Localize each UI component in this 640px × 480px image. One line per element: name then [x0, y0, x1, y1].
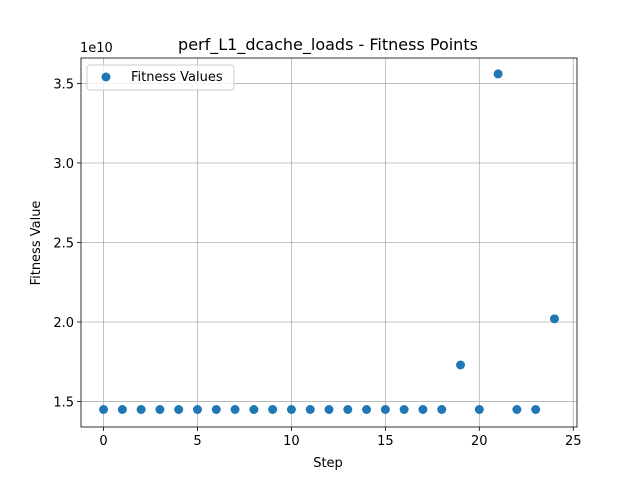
x-tick-label: 15 [377, 434, 394, 449]
y-axis-title: Fitness Value [29, 201, 44, 286]
data-point [493, 69, 503, 79]
data-point [343, 405, 353, 415]
data-point [99, 405, 109, 415]
data-point [230, 405, 240, 415]
data-point [512, 405, 522, 415]
data-point [456, 360, 466, 370]
data-point [549, 314, 559, 324]
data-point [174, 405, 184, 415]
y-tick-label: 2.0 [53, 316, 74, 331]
y-tick-label: 2.5 [53, 237, 74, 252]
data-point [117, 405, 127, 415]
x-tick-label: 0 [99, 434, 107, 449]
data-point [286, 405, 296, 415]
x-tick-label: 25 [565, 434, 582, 449]
points-layer [99, 69, 559, 415]
legend-marker [101, 72, 111, 82]
data-point [192, 405, 202, 415]
y-tick-label: 1.5 [53, 396, 74, 411]
y-scale-offset-label: 1e10 [80, 41, 113, 56]
data-point [324, 405, 334, 415]
x-tick-label: 10 [283, 434, 300, 449]
legend: Fitness Values [86, 64, 235, 91]
data-point [249, 405, 259, 415]
data-point [380, 405, 390, 415]
data-point [211, 405, 221, 415]
y-tick-label: 3.0 [53, 157, 74, 172]
y-tick-label: 3.5 [53, 77, 74, 92]
data-point [136, 405, 146, 415]
chart-title: perf_L1_dcache_loads - Fitness Points [178, 35, 478, 55]
data-point [531, 405, 541, 415]
legend-label: Fitness Values [131, 70, 223, 85]
x-tick-label: 20 [471, 434, 488, 449]
data-point [155, 405, 165, 415]
data-point [305, 405, 315, 415]
data-point [418, 405, 428, 415]
x-tick-label: 5 [193, 434, 201, 449]
legend-box [86, 64, 235, 91]
data-point [268, 405, 278, 415]
x-axis-title: Step [313, 456, 343, 471]
ticks-layer: 0 5 10 15 20 25 1.5 2.0 2.5 3.0 3.5 [53, 77, 581, 449]
data-point [362, 405, 372, 415]
data-point [474, 405, 484, 415]
data-point [399, 405, 409, 415]
grid-layer [81, 58, 577, 427]
data-point [437, 405, 447, 415]
